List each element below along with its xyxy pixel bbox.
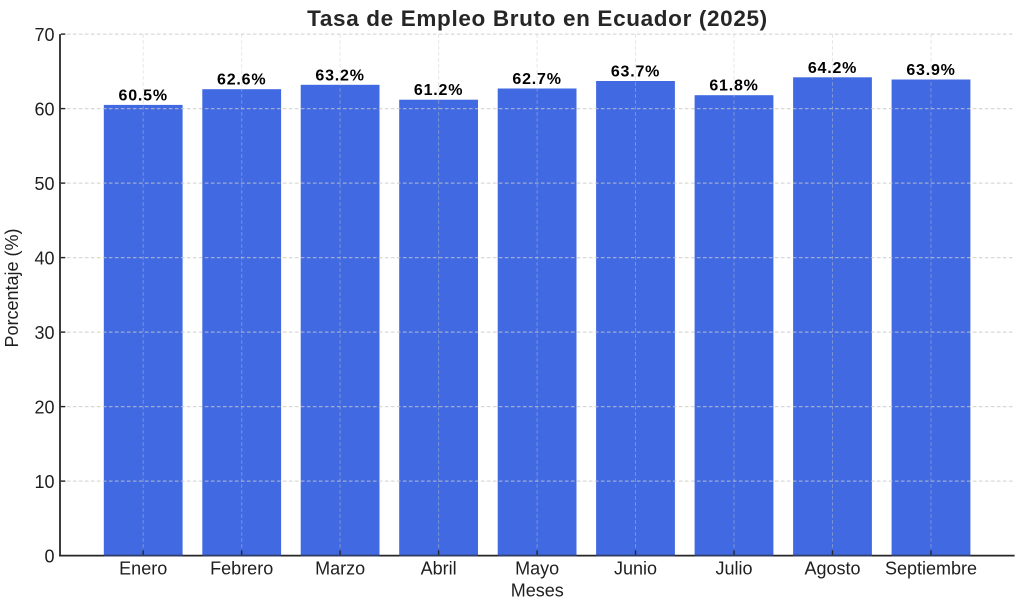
svg-text:Febrero: Febrero	[210, 559, 273, 579]
svg-text:Meses: Meses	[511, 581, 564, 601]
svg-text:Abril: Abril	[421, 559, 457, 579]
svg-text:Junio: Junio	[614, 559, 657, 579]
svg-text:60: 60	[34, 100, 54, 120]
svg-text:Septiembre: Septiembre	[885, 559, 977, 579]
svg-text:Porcentaje (%): Porcentaje (%)	[2, 228, 22, 347]
svg-text:30: 30	[34, 323, 54, 343]
svg-text:63.2%: 63.2%	[315, 67, 364, 84]
svg-text:40: 40	[34, 249, 54, 269]
svg-text:62.7%: 62.7%	[512, 71, 561, 88]
svg-text:Agosto: Agosto	[804, 559, 860, 579]
svg-text:10: 10	[34, 472, 54, 492]
svg-text:Mayo: Mayo	[515, 559, 559, 579]
svg-text:62.6%: 62.6%	[217, 72, 266, 89]
svg-text:50: 50	[34, 174, 54, 194]
svg-text:Tasa de Empleo Bruto en Ecuado: Tasa de Empleo Bruto en Ecuador (2025)	[307, 6, 768, 31]
svg-text:20: 20	[34, 398, 54, 418]
svg-text:Enero: Enero	[119, 559, 167, 579]
svg-text:63.9%: 63.9%	[906, 62, 955, 79]
svg-text:63.7%: 63.7%	[611, 64, 660, 81]
svg-text:Julio: Julio	[715, 559, 752, 579]
svg-text:61.8%: 61.8%	[709, 78, 758, 95]
svg-text:60.5%: 60.5%	[119, 87, 168, 104]
svg-text:0: 0	[44, 547, 54, 567]
svg-text:70: 70	[34, 25, 54, 45]
svg-text:64.2%: 64.2%	[808, 60, 857, 77]
svg-text:61.2%: 61.2%	[414, 82, 463, 99]
svg-text:Marzo: Marzo	[315, 559, 365, 579]
